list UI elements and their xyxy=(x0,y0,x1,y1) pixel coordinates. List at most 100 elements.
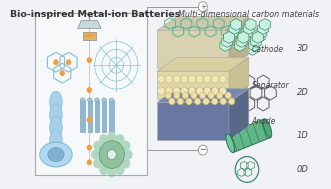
Circle shape xyxy=(194,98,201,105)
Ellipse shape xyxy=(50,130,62,152)
Circle shape xyxy=(87,145,92,151)
Polygon shape xyxy=(229,88,249,140)
Polygon shape xyxy=(232,43,244,55)
Circle shape xyxy=(196,75,203,83)
Ellipse shape xyxy=(263,119,272,138)
Polygon shape xyxy=(157,30,229,68)
Circle shape xyxy=(212,98,218,105)
Ellipse shape xyxy=(226,134,234,153)
Circle shape xyxy=(173,75,180,83)
Circle shape xyxy=(220,98,226,105)
Polygon shape xyxy=(157,102,229,140)
Circle shape xyxy=(87,87,92,93)
Circle shape xyxy=(219,75,226,83)
Bar xyxy=(109,100,114,132)
Text: Multi-dimensional carbon materials: Multi-dimensional carbon materials xyxy=(178,10,319,19)
Circle shape xyxy=(188,87,196,95)
Polygon shape xyxy=(252,31,263,43)
Ellipse shape xyxy=(50,117,62,139)
Text: Bio-inspired Metal-ion Batteries: Bio-inspired Metal-ion Batteries xyxy=(10,10,180,19)
Polygon shape xyxy=(77,21,101,29)
Circle shape xyxy=(216,92,223,99)
Circle shape xyxy=(169,98,175,105)
Bar xyxy=(80,100,85,132)
Circle shape xyxy=(83,34,86,37)
Polygon shape xyxy=(247,43,258,55)
Bar xyxy=(35,13,147,175)
Polygon shape xyxy=(258,22,269,34)
Circle shape xyxy=(191,92,197,99)
Circle shape xyxy=(203,98,209,105)
Text: −: − xyxy=(199,146,206,155)
Circle shape xyxy=(188,75,196,83)
Text: 3D: 3D xyxy=(297,44,308,53)
Polygon shape xyxy=(245,19,256,30)
Polygon shape xyxy=(260,19,270,30)
Circle shape xyxy=(166,75,173,83)
Text: Anode: Anode xyxy=(252,117,276,126)
Circle shape xyxy=(91,149,100,160)
Polygon shape xyxy=(251,35,261,47)
Circle shape xyxy=(198,2,207,12)
Polygon shape xyxy=(240,30,251,42)
Ellipse shape xyxy=(87,98,92,102)
Polygon shape xyxy=(229,57,249,99)
Polygon shape xyxy=(229,17,249,68)
Circle shape xyxy=(225,92,231,99)
Text: Separator: Separator xyxy=(252,81,289,90)
Ellipse shape xyxy=(109,98,114,102)
Ellipse shape xyxy=(80,98,85,102)
Circle shape xyxy=(87,117,92,123)
Polygon shape xyxy=(242,26,253,38)
Bar xyxy=(87,100,92,132)
Circle shape xyxy=(177,98,184,105)
Polygon shape xyxy=(256,26,267,38)
Circle shape xyxy=(107,132,116,142)
Circle shape xyxy=(87,57,92,63)
Circle shape xyxy=(93,159,102,168)
Circle shape xyxy=(107,149,116,160)
Circle shape xyxy=(99,134,108,144)
Circle shape xyxy=(66,59,71,65)
Circle shape xyxy=(166,87,173,95)
Polygon shape xyxy=(225,30,236,42)
Bar xyxy=(83,33,96,40)
Circle shape xyxy=(121,159,130,168)
Circle shape xyxy=(158,75,165,83)
Ellipse shape xyxy=(48,148,64,162)
Polygon shape xyxy=(222,35,233,47)
Circle shape xyxy=(212,87,218,95)
Circle shape xyxy=(92,34,95,37)
Ellipse shape xyxy=(40,142,72,167)
Circle shape xyxy=(196,87,203,95)
Bar xyxy=(102,100,107,132)
Circle shape xyxy=(208,92,214,99)
Circle shape xyxy=(99,165,108,175)
Circle shape xyxy=(173,87,180,95)
Circle shape xyxy=(174,92,180,99)
Circle shape xyxy=(99,141,124,168)
Circle shape xyxy=(219,87,226,95)
Polygon shape xyxy=(236,35,247,47)
Polygon shape xyxy=(234,40,245,51)
Text: 2D: 2D xyxy=(297,88,308,97)
Circle shape xyxy=(121,141,130,151)
Circle shape xyxy=(88,34,91,37)
Circle shape xyxy=(165,92,171,99)
Ellipse shape xyxy=(95,98,99,102)
Polygon shape xyxy=(238,31,249,43)
Circle shape xyxy=(107,167,116,177)
Ellipse shape xyxy=(102,98,107,102)
Polygon shape xyxy=(243,22,254,34)
Circle shape xyxy=(229,98,235,105)
Polygon shape xyxy=(157,57,249,71)
Circle shape xyxy=(204,87,211,95)
Polygon shape xyxy=(227,119,270,153)
Circle shape xyxy=(199,92,206,99)
Polygon shape xyxy=(157,17,249,30)
Circle shape xyxy=(53,59,59,65)
Circle shape xyxy=(87,160,92,166)
Polygon shape xyxy=(231,19,242,30)
Circle shape xyxy=(123,149,132,160)
Circle shape xyxy=(116,165,124,175)
